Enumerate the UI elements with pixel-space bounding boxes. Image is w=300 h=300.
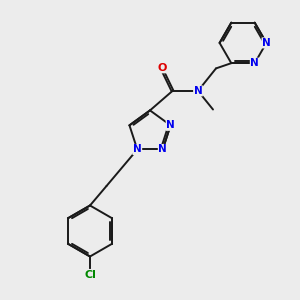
Text: Cl: Cl bbox=[84, 269, 96, 280]
Text: N: N bbox=[194, 86, 202, 96]
Text: N: N bbox=[262, 38, 271, 48]
Text: N: N bbox=[133, 145, 142, 154]
Text: O: O bbox=[157, 63, 167, 73]
Text: N: N bbox=[250, 58, 259, 68]
Text: N: N bbox=[166, 120, 175, 130]
Text: N: N bbox=[158, 145, 167, 154]
